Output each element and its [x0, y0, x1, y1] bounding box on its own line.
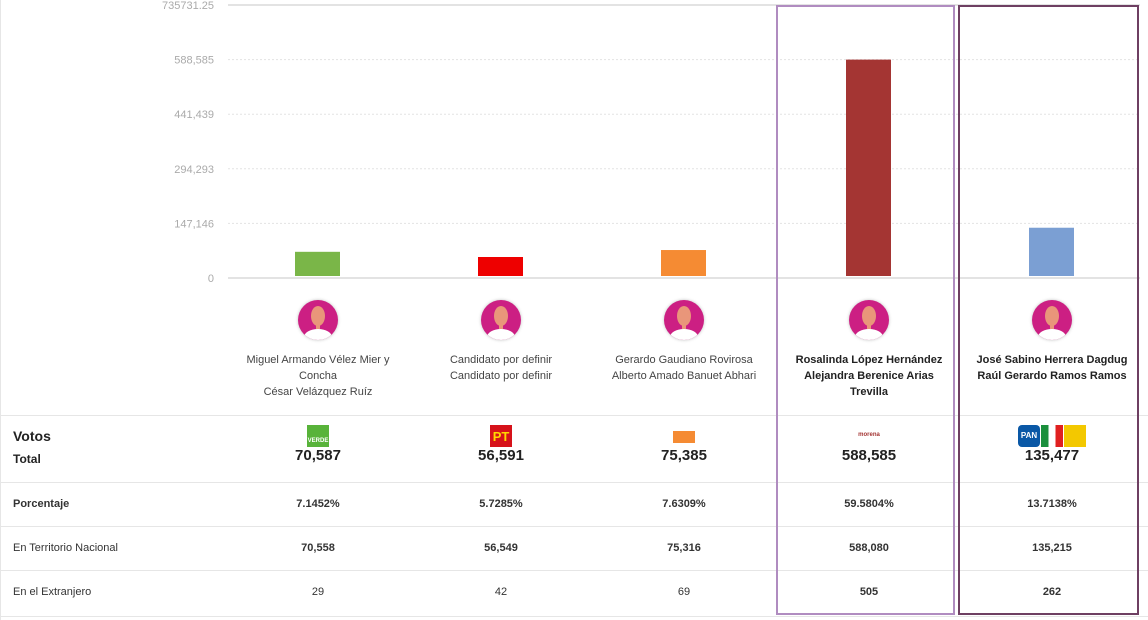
- extranjero-label: En el Extranjero: [13, 586, 92, 598]
- nacional-votes-cell: 56,549: [484, 542, 518, 554]
- extranjero-votes-cell: 42: [494, 586, 508, 598]
- total-votes-cell: VERDE 70,587: [226, 425, 410, 464]
- nacional-votes-cell: 588,080: [849, 542, 889, 554]
- bar-pan-pri-prd[interactable]: [1029, 227, 1074, 276]
- candidate-names: Gerardo Gaudiano Rovirosa Alberto Amado B…: [592, 352, 776, 384]
- candidate-card: Candidato por definir Candidato por defin…: [409, 300, 593, 384]
- total-votes-cell: PT 56,591: [409, 425, 593, 464]
- candidate-name-primary: Gerardo Gaudiano Rovirosa: [615, 354, 753, 366]
- candidate-name-primary: José Sabino Herrera Dagdug: [976, 354, 1128, 366]
- candidate-name-primary: Miguel Armando Vélez Mier y Concha: [246, 354, 390, 382]
- party-logo: morena: [777, 425, 961, 445]
- y-tick-label: 147,146: [174, 218, 214, 230]
- party-logo: PAN: [960, 425, 1144, 447]
- total-label: Total: [13, 452, 41, 466]
- y-tick-label: 588,585: [174, 55, 214, 67]
- avatar-icon: [1032, 300, 1072, 340]
- verde-logo-icon: VERDE: [307, 425, 329, 447]
- avatar-icon: [298, 300, 338, 340]
- movimiento-ciudadano-logo-icon: [673, 431, 695, 443]
- total-votes: 588,585: [841, 447, 897, 464]
- nacional-votes-cell: 75,316: [667, 542, 701, 554]
- porcentaje-label: Porcentaje: [13, 498, 70, 510]
- row-divider: [0, 482, 1148, 483]
- party-logo: PT: [409, 425, 593, 447]
- candidate-name-primary: Rosalinda López Hernández: [795, 354, 943, 366]
- candidate-name-substitute: Alberto Amado Banuet Abhari: [611, 370, 757, 382]
- total-votes: 56,591: [478, 447, 524, 464]
- percentage-cell: 59.5804%: [844, 498, 894, 510]
- extranjero-votes-cell: 505: [859, 586, 879, 598]
- morena-logo-icon: morena: [858, 432, 880, 438]
- percentage-cell: 5.7285%: [479, 498, 523, 510]
- y-tick-label: 294,293: [174, 164, 214, 176]
- bar-pt[interactable]: [478, 257, 523, 276]
- extranjero-votes-cell: 262: [1042, 586, 1062, 598]
- party-logo: [592, 425, 776, 445]
- candidate-card: Gerardo Gaudiano Rovirosa Alberto Amado B…: [592, 300, 776, 384]
- candidate-name-primary: Candidato por definir: [449, 354, 553, 366]
- candidate-card: Rosalinda López Hernández Alejandra Beren…: [777, 300, 961, 400]
- candidate-names: Rosalinda López Hernández Alejandra Beren…: [777, 352, 961, 400]
- percentage-cell: 7.6309%: [662, 498, 706, 510]
- total-votes: 70,587: [295, 447, 341, 464]
- prd-logo-icon: [1064, 425, 1086, 447]
- candidate-card: Miguel Armando Vélez Mier y Concha César …: [226, 300, 410, 400]
- bar-chart: 0 147,146 294,293 441,439 588,585 735731.25: [162, 0, 1140, 285]
- bar-pvem[interactable]: [295, 251, 340, 276]
- pan-logo-icon: PAN: [1018, 425, 1040, 447]
- row-divider: [0, 526, 1148, 527]
- row-divider: [0, 570, 1148, 571]
- total-votes: 135,477: [1024, 447, 1080, 464]
- candidate-name-substitute: Raúl Gerardo Ramos Ramos: [977, 370, 1127, 382]
- nacional-votes-cell: 135,215: [1032, 542, 1072, 554]
- candidate-names: Miguel Armando Vélez Mier y Concha César …: [226, 352, 410, 400]
- pri-logo-icon: [1041, 425, 1063, 447]
- total-votes-cell: PAN 135,477: [960, 425, 1144, 464]
- total-votes: 75,385: [661, 447, 707, 464]
- candidate-name-substitute: Alejandra Berenice Arias Trevilla: [804, 370, 934, 398]
- pt-logo-icon: PT: [490, 425, 512, 447]
- nacional-label: En Territorio Nacional: [13, 542, 118, 554]
- candidate-names: José Sabino Herrera Dagdug Raúl Gerardo R…: [960, 352, 1144, 384]
- votos-label: Votos: [13, 428, 51, 444]
- avatar-icon: [481, 300, 521, 340]
- row-divider: [0, 616, 1148, 617]
- party-logo: VERDE: [226, 425, 410, 447]
- avatar-icon: [849, 300, 889, 340]
- percentage-cell: 13.7138%: [1027, 498, 1077, 510]
- extranjero-votes-cell: 29: [311, 586, 325, 598]
- avatar-icon: [664, 300, 704, 340]
- candidate-name-substitute: Candidato por definir: [449, 370, 553, 382]
- extranjero-votes-cell: 69: [677, 586, 691, 598]
- bar-mc[interactable]: [661, 250, 706, 276]
- left-border: [0, 0, 1, 620]
- y-tick-label: 735731.25: [162, 0, 214, 12]
- y-tick-label: 441,439: [174, 109, 214, 121]
- total-votes-cell: 75,385: [592, 425, 776, 464]
- candidate-name-substitute: César Velázquez Ruíz: [263, 386, 373, 398]
- candidate-card: José Sabino Herrera Dagdug Raúl Gerardo R…: [960, 300, 1144, 384]
- row-divider: [0, 415, 1148, 416]
- total-votes-cell: morena 588,585: [777, 425, 961, 464]
- nacional-votes-cell: 70,558: [301, 542, 335, 554]
- y-tick-label: 0: [208, 273, 214, 285]
- candidate-names: Candidato por definir Candidato por defin…: [409, 352, 593, 384]
- bar-morena[interactable]: [846, 59, 891, 276]
- percentage-cell: 7.1452%: [296, 498, 340, 510]
